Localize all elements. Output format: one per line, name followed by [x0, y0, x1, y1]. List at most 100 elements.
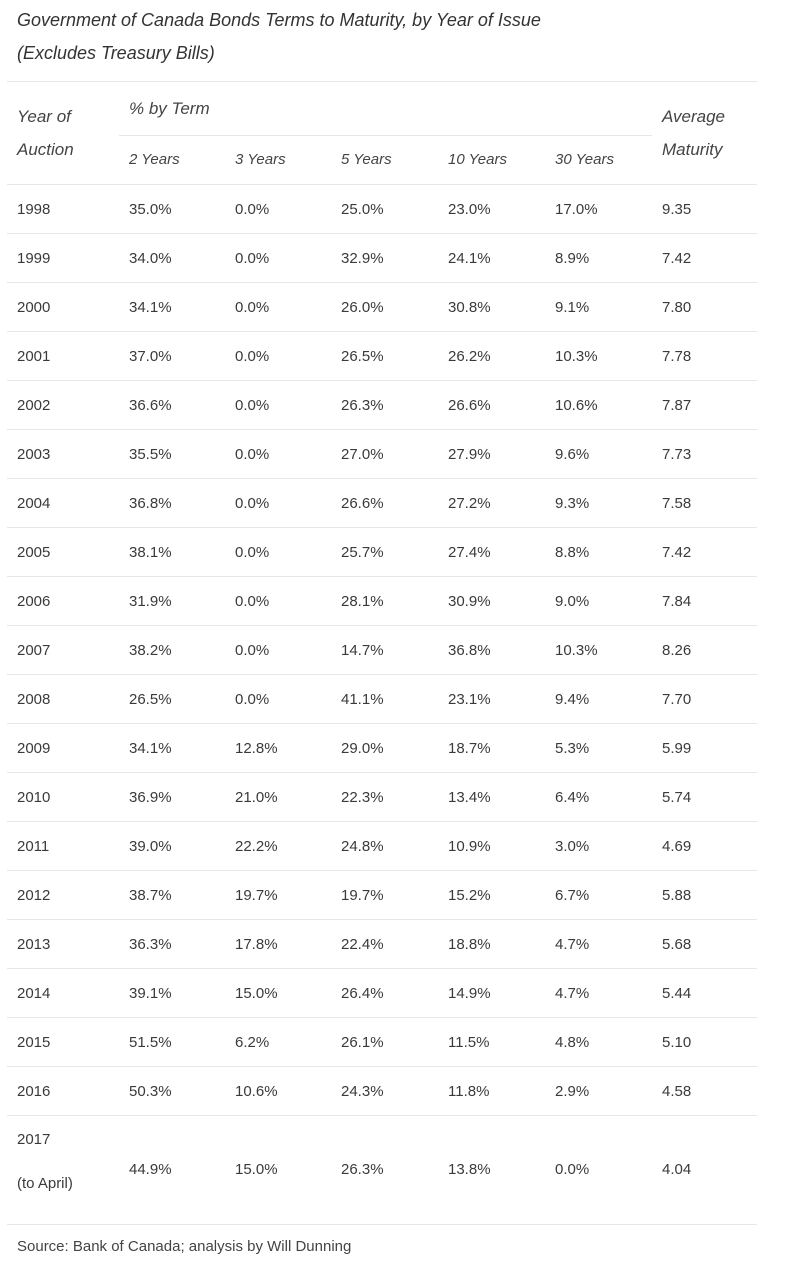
cell-30-years: 9.4%: [555, 691, 590, 708]
cell-year: 2014: [17, 985, 51, 1002]
cell-3-years: 0.0%: [235, 495, 270, 512]
cell-10-years: 14.9%: [448, 985, 491, 1002]
header-term-30-years: 30 Years: [555, 151, 614, 168]
row-divider: [7, 1115, 757, 1116]
header-average-maturity: Average Maturity: [662, 100, 725, 166]
cell-5-years: 22.4%: [341, 936, 384, 953]
cell-2-years: 34.0%: [129, 250, 172, 267]
cell-3-years: 0.0%: [235, 397, 270, 414]
cell-2-years: 50.3%: [129, 1083, 172, 1100]
row-divider: [7, 821, 757, 822]
cell-2-years: 26.5%: [129, 691, 172, 708]
cell-3-years: 10.6%: [235, 1083, 278, 1100]
cell-average-maturity: 9.35: [662, 201, 692, 218]
header-term-2-years: 2 Years: [129, 151, 180, 168]
cell-30-years: 17.0%: [555, 201, 598, 218]
cell-10-years: 27.9%: [448, 446, 491, 463]
cell-2-years: 38.7%: [129, 887, 172, 904]
cell-5-years: 26.6%: [341, 495, 384, 512]
cell-year: 2009: [17, 740, 51, 757]
cell-2-years: 35.5%: [129, 446, 172, 463]
cell-30-years: 4.7%: [555, 985, 590, 1002]
cell-30-years: 6.4%: [555, 789, 590, 806]
cell-10-years: 26.2%: [448, 348, 491, 365]
cell-2-years: 36.8%: [129, 495, 172, 512]
header-term-5-years: 5 Years: [341, 151, 392, 168]
cell-10-years: 23.0%: [448, 201, 491, 218]
cell-5-years: 26.3%: [341, 397, 384, 414]
row-divider: [7, 919, 757, 920]
cell-average-maturity: 5.74: [662, 789, 692, 806]
cell-average-maturity: 7.73: [662, 446, 692, 463]
cell-5-years: 24.8%: [341, 838, 384, 855]
cell-30-years: 8.9%: [555, 250, 590, 267]
last-row-3-years: 15.0%: [235, 1161, 278, 1178]
row-divider: [7, 331, 757, 332]
cell-year: 2011: [17, 838, 50, 855]
cell-30-years: 9.1%: [555, 299, 590, 316]
header-year-line-2: Auction: [17, 140, 74, 159]
header-avg-line-2: Maturity: [662, 140, 723, 159]
cell-3-years: 0.0%: [235, 446, 270, 463]
row-divider: [7, 723, 757, 724]
cell-3-years: 15.0%: [235, 985, 278, 1002]
cell-5-years: 28.1%: [341, 593, 384, 610]
cell-2-years: 31.9%: [129, 593, 172, 610]
cell-3-years: 0.0%: [235, 299, 270, 316]
last-row-30-years: 0.0%: [555, 1161, 590, 1178]
cell-year: 2004: [17, 495, 51, 512]
row-divider: [7, 527, 757, 528]
cell-5-years: 41.1%: [341, 691, 384, 708]
last-row-average-maturity: 4.04: [662, 1161, 692, 1178]
header-pct-by-term: % by Term: [129, 99, 210, 118]
cell-2-years: 51.5%: [129, 1034, 172, 1051]
cell-year: 2005: [17, 544, 51, 561]
cell-2-years: 34.1%: [129, 299, 172, 316]
row-divider: [7, 772, 757, 773]
cell-5-years: 26.1%: [341, 1034, 384, 1051]
cell-average-maturity: 7.42: [662, 544, 692, 561]
header-term-10-years: 10 Years: [448, 151, 507, 168]
cell-5-years: 19.7%: [341, 887, 384, 904]
cell-average-maturity: 5.88: [662, 887, 692, 904]
cell-10-years: 30.9%: [448, 593, 491, 610]
header-avg-line-1: Average: [662, 107, 726, 126]
cell-year: 2007: [17, 642, 51, 659]
cell-30-years: 9.3%: [555, 495, 590, 512]
header-divider: [7, 184, 757, 185]
cell-3-years: 0.0%: [235, 250, 270, 267]
cell-3-years: 0.0%: [235, 201, 270, 218]
cell-year: 2001: [17, 348, 51, 365]
cell-5-years: 26.0%: [341, 299, 384, 316]
cell-30-years: 3.0%: [555, 838, 590, 855]
cell-year: 2012: [17, 887, 51, 904]
cell-3-years: 0.0%: [235, 348, 270, 365]
cell-average-maturity: 7.80: [662, 299, 692, 316]
cell-average-maturity: 5.99: [662, 740, 692, 757]
cell-30-years: 4.7%: [555, 936, 590, 953]
cell-10-years: 26.6%: [448, 397, 491, 414]
cell-average-maturity: 7.78: [662, 348, 692, 365]
cell-5-years: 25.0%: [341, 201, 384, 218]
cell-year: 2016: [17, 1083, 51, 1100]
cell-average-maturity: 4.69: [662, 838, 692, 855]
row-divider: [7, 576, 757, 577]
last-row-year: 2017: [17, 1131, 51, 1148]
row-divider: [7, 478, 757, 479]
cell-2-years: 37.0%: [129, 348, 172, 365]
cell-30-years: 8.8%: [555, 544, 590, 561]
cell-average-maturity: 7.42: [662, 250, 692, 267]
source-note: Source: Bank of Canada; analysis by Will…: [17, 1238, 352, 1255]
header-year-of-auction: Year of Auction: [17, 100, 74, 166]
cell-year: 2013: [17, 936, 51, 953]
cell-30-years: 10.6%: [555, 397, 598, 414]
cell-10-years: 23.1%: [448, 691, 491, 708]
row-divider: [7, 1066, 757, 1067]
cell-30-years: 10.3%: [555, 348, 598, 365]
cell-5-years: 22.3%: [341, 789, 384, 806]
cell-30-years: 9.6%: [555, 446, 590, 463]
cell-30-years: 9.0%: [555, 593, 590, 610]
header-term-3-years: 3 Years: [235, 151, 286, 168]
cell-30-years: 4.8%: [555, 1034, 590, 1051]
